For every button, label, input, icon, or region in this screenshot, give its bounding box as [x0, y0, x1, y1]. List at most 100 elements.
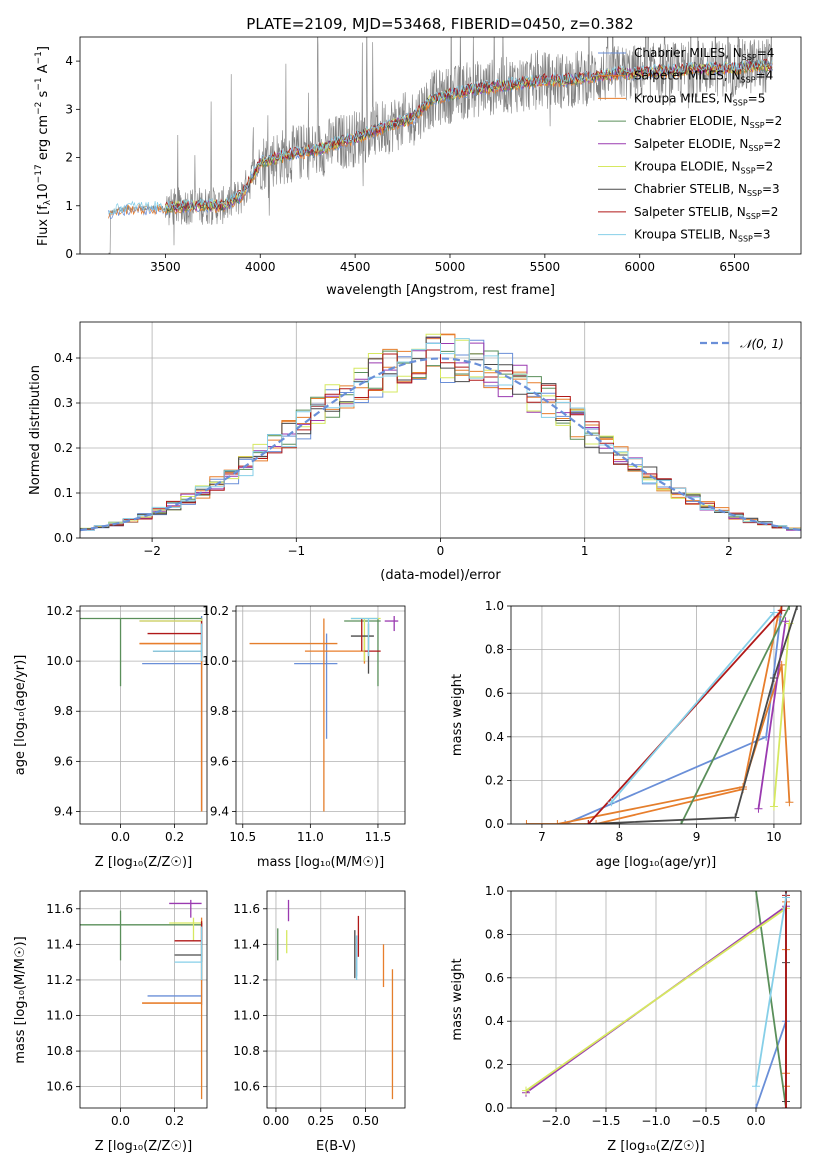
y-tick-label: 1.0: [485, 884, 504, 898]
y-tick-label: 0.4: [485, 1014, 504, 1028]
y-axis-label: mass [log₁₀(M/M☉)]: [13, 936, 28, 1063]
x-tick-label: 0: [437, 544, 445, 558]
mass-weight-marker: [752, 891, 760, 895]
mass-age-panel: 10.5 11.0 11.5 9.4 9.6 9.8 10.0 10.2 mass [log₁₀…: [202, 604, 406, 870]
x-tick-label: −1.0: [641, 1114, 670, 1128]
y-tick-label: 9.4: [54, 804, 73, 818]
model-line-kroupa-stelib: [108, 59, 773, 215]
x-axis-label: wavelength [Angstrom, rest frame]: [326, 283, 555, 298]
y-tick-label: 1: [65, 199, 73, 213]
y-tick-label: 0: [65, 247, 73, 261]
x-tick-label: 6000: [624, 260, 655, 274]
y-tick-label: 10.0: [46, 654, 73, 668]
mass-weight-marker: [607, 798, 616, 807]
y-tick-label: 11.4: [233, 937, 260, 951]
mass-weight-line: [525, 907, 787, 1092]
x-tick-label: 0.0: [111, 830, 130, 844]
age-massweight-panel: 7 8 9 10 0.0 0.2 0.4 0.6 0.8 1.0 age [log₁₀(age/yr…: [450, 599, 802, 870]
y-axis-label: mass weight: [450, 958, 465, 1040]
y-tick-label: 10.8: [46, 1044, 73, 1058]
x-axis-label: (data-model)/error: [380, 568, 501, 583]
y-tick-label: 0.1: [54, 486, 73, 500]
axes-frame: [235, 605, 406, 825]
axes-frame: [510, 605, 802, 825]
figure-title: PLATE=2109, MJD=53468, FIBERID=0450, z=0…: [246, 15, 633, 33]
x-axis-label: Z [log₁₀(Z/Z☉)]: [95, 855, 192, 870]
plot-area: [80, 899, 203, 1100]
y-tick-label: 9.4: [210, 804, 229, 818]
mass-weight-marker: [752, 1082, 760, 1091]
residual-histogram-panel: −2 −1 0 1 2 0.0 0.1 0.2 0.3 0.4 (data-model)/error…: [28, 321, 802, 583]
y-tick-label: 0.2: [54, 441, 73, 455]
y-tick-label: 3: [65, 102, 73, 116]
x-tick-label: 0.2: [165, 1114, 184, 1128]
legend-label: Salpeter STELIB, NSSP=2: [634, 205, 778, 221]
y-tick-label: 9.8: [54, 704, 73, 718]
mass-weight-marker: [561, 820, 570, 824]
mass-weight-line: [588, 606, 798, 824]
y-tick-label: 11.4: [46, 937, 73, 951]
mass-weight-line: [773, 623, 791, 807]
mass-weight-marker: [785, 606, 794, 610]
model-line-salpeter-stelib: [165, 58, 773, 211]
x-axis-label: age [log₁₀(age/yr)]: [596, 855, 717, 870]
x-tick-label: 5500: [530, 260, 561, 274]
y-tick-label: 0.0: [485, 1101, 504, 1115]
mass-weight-marker: [793, 606, 801, 610]
mass-weight-line: [755, 891, 787, 1108]
legend-label: Salpeter MILES, NSSP=4: [634, 69, 773, 85]
y-tick-label: 10.0: [202, 654, 229, 668]
x-axis-label: Z [log₁₀(Z/Z☉)]: [607, 1139, 704, 1154]
x-tick-label: 3500: [150, 260, 181, 274]
x-tick-label: 1: [581, 544, 589, 558]
x-tick-label: 0.50: [352, 1114, 379, 1128]
x-tick-label: 4500: [340, 260, 371, 274]
y-tick-label: 11.6: [46, 902, 73, 916]
x-axis-label: Z [log₁₀(Z/Z☉)]: [95, 1139, 192, 1154]
mass-weight-marker: [769, 802, 778, 811]
y-tick-label: 10.2: [46, 604, 73, 618]
y-tick-label: 0.8: [485, 927, 504, 941]
z-massweight-panel: −2.0 −1.5 −1.0 −0.5 0.0 0.0 0.2 0.4 0.6 0.8 1.0 Z […: [450, 884, 802, 1154]
x-tick-label: 7: [538, 830, 546, 844]
axes-frame: [79, 321, 802, 539]
y-tick-label: 0.0: [54, 531, 73, 545]
mass-weight-marker: [777, 606, 786, 615]
y-tick-label: 0.8: [485, 643, 504, 657]
histogram-step-salpeter-stelib: [80, 349, 801, 533]
mass-weight-marker: [754, 804, 763, 813]
y-axis-label: mass weight: [450, 674, 465, 756]
x-axis-label: E(B-V): [316, 1139, 356, 1154]
y-tick-label: 1.0: [485, 599, 504, 613]
mass-weight-marker: [592, 820, 601, 824]
legend-label: Kroupa STELIB, NSSP=3: [634, 228, 771, 244]
y-tick-label: 11.6: [233, 902, 260, 916]
normal-curve: [80, 357, 801, 532]
mass-weight-marker: [584, 820, 593, 824]
mass-weight-marker: [731, 813, 740, 822]
mass-weight-marker: [769, 673, 778, 682]
x-tick-label: 2: [725, 544, 733, 558]
mass-weight-marker: [553, 820, 562, 824]
plot-area: [108, 37, 773, 254]
plot-area: [277, 899, 394, 1100]
x-tick-label: 11.5: [365, 830, 392, 844]
plot-area: [80, 616, 203, 812]
y-tick-label: 9.6: [210, 754, 229, 768]
y-tick-label: 10.8: [233, 1044, 260, 1058]
y-tick-label: 9.8: [210, 704, 229, 718]
histogram-step-kroupa-stelib: [80, 338, 801, 533]
mass-weight-marker: [769, 608, 778, 617]
y-axis-label: age [log₁₀(age/yr)]: [13, 655, 28, 776]
axes-frame: [266, 890, 406, 1109]
y-tick-label: 0.6: [485, 686, 504, 700]
y-tick-label: 0.6: [485, 971, 504, 985]
legend-label: 𝒩(0, 1): [740, 337, 784, 351]
y-tick-label: 0.3: [54, 396, 73, 410]
x-tick-label: −1.5: [591, 1114, 620, 1128]
y-tick-label: 2: [65, 151, 73, 165]
y-tick-label: 9.6: [54, 754, 73, 768]
y-axis-label: Flux [fλ10−17 erg cm−2 s−1 A−1]: [34, 46, 53, 246]
x-tick-label: −2.0: [541, 1114, 570, 1128]
